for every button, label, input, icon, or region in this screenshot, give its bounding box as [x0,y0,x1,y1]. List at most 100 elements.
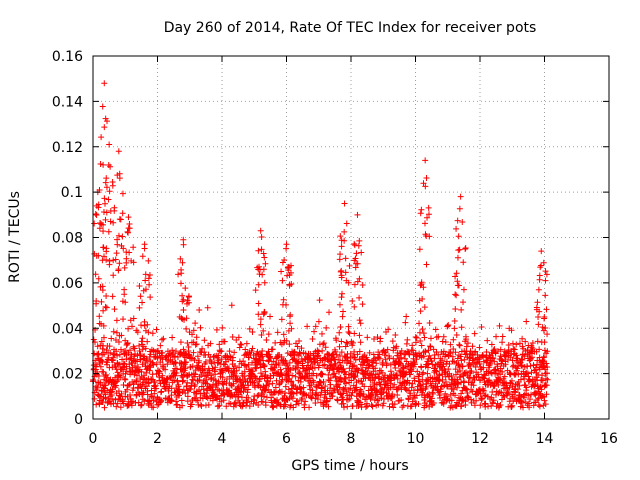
data-point [405,396,412,403]
y-tick-labels: 0 0.02 0.04 0.06 0.08 0.1 0.12 0.14 0.16 [52,49,83,428]
data-point [117,374,124,381]
data-point [428,395,435,402]
data-point [284,272,291,279]
data-point [352,373,359,380]
data-point [351,242,358,249]
data-point [116,260,123,267]
data-point [174,401,181,408]
data-point [249,359,256,366]
data-point [349,363,356,370]
data-point [336,301,343,308]
data-point [235,393,242,400]
data-point [233,367,240,374]
data-point [450,336,457,343]
data-point [409,347,416,354]
data-point [393,371,400,378]
data-point [372,374,379,381]
data-point [151,390,158,397]
data-point [158,336,165,343]
data-point [144,391,151,398]
data-point [535,314,542,321]
data-point [144,357,151,364]
data-point [537,264,544,271]
data-point [398,347,405,354]
data-point [323,324,330,331]
data-point [497,365,504,372]
data-point [446,360,453,367]
data-point [544,370,551,377]
data-point [122,299,129,306]
y-tick-label: 0.08 [52,231,83,247]
data-point [522,399,529,406]
data-point [263,336,270,343]
data-point [468,368,475,375]
data-point [287,351,294,358]
data-point [212,371,219,378]
data-point [131,371,138,378]
data-point [482,372,489,379]
data-point [529,339,536,346]
data-point [433,334,440,341]
data-point [373,360,380,367]
data-point [128,257,135,264]
data-point [126,221,133,228]
y-tick-label: 0.12 [52,140,83,156]
data-point [356,237,363,244]
data-point [529,354,536,361]
data-point [258,332,265,339]
data-point [157,342,164,349]
data-point [499,333,506,340]
data-point [413,392,420,399]
data-point [137,293,144,300]
data-point [133,377,140,384]
data-point [442,379,449,386]
data-point [100,368,107,375]
data-point [499,368,506,375]
data-point [524,370,531,377]
data-point [232,363,239,370]
data-point [343,220,350,227]
data-point [439,399,446,406]
data-point [130,244,137,251]
data-point [229,354,236,361]
data-point [147,351,154,358]
data-point [184,339,191,346]
data-point [353,250,360,257]
data-point [235,334,242,341]
data-point [463,343,470,350]
data-point [156,368,163,375]
data-point [347,358,354,365]
data-point [538,262,545,269]
data-point [167,374,174,381]
data-point [112,382,119,389]
data-point [341,237,348,244]
data-point [142,277,149,284]
data-point [374,334,381,341]
data-point [122,370,129,377]
data-point [114,400,121,407]
data-point [454,384,461,391]
data-point [284,350,291,357]
data-point [223,403,230,410]
data-point [262,402,269,409]
data-point [160,335,167,342]
data-point [215,403,222,410]
data-point [288,393,295,400]
x-tick-label: 0 [89,431,98,447]
data-point [192,320,199,327]
data-point [125,229,132,236]
data-point [455,380,462,387]
data-point [271,364,278,371]
data-point [514,355,521,362]
data-point [107,349,114,356]
data-point [104,342,111,349]
data-point [282,383,289,390]
data-point [496,388,503,395]
data-point [452,349,459,356]
data-point [175,383,182,390]
data-point [435,333,442,340]
data-point [97,220,104,227]
data-point [274,396,281,403]
data-point [420,353,427,360]
data-point [543,391,550,398]
